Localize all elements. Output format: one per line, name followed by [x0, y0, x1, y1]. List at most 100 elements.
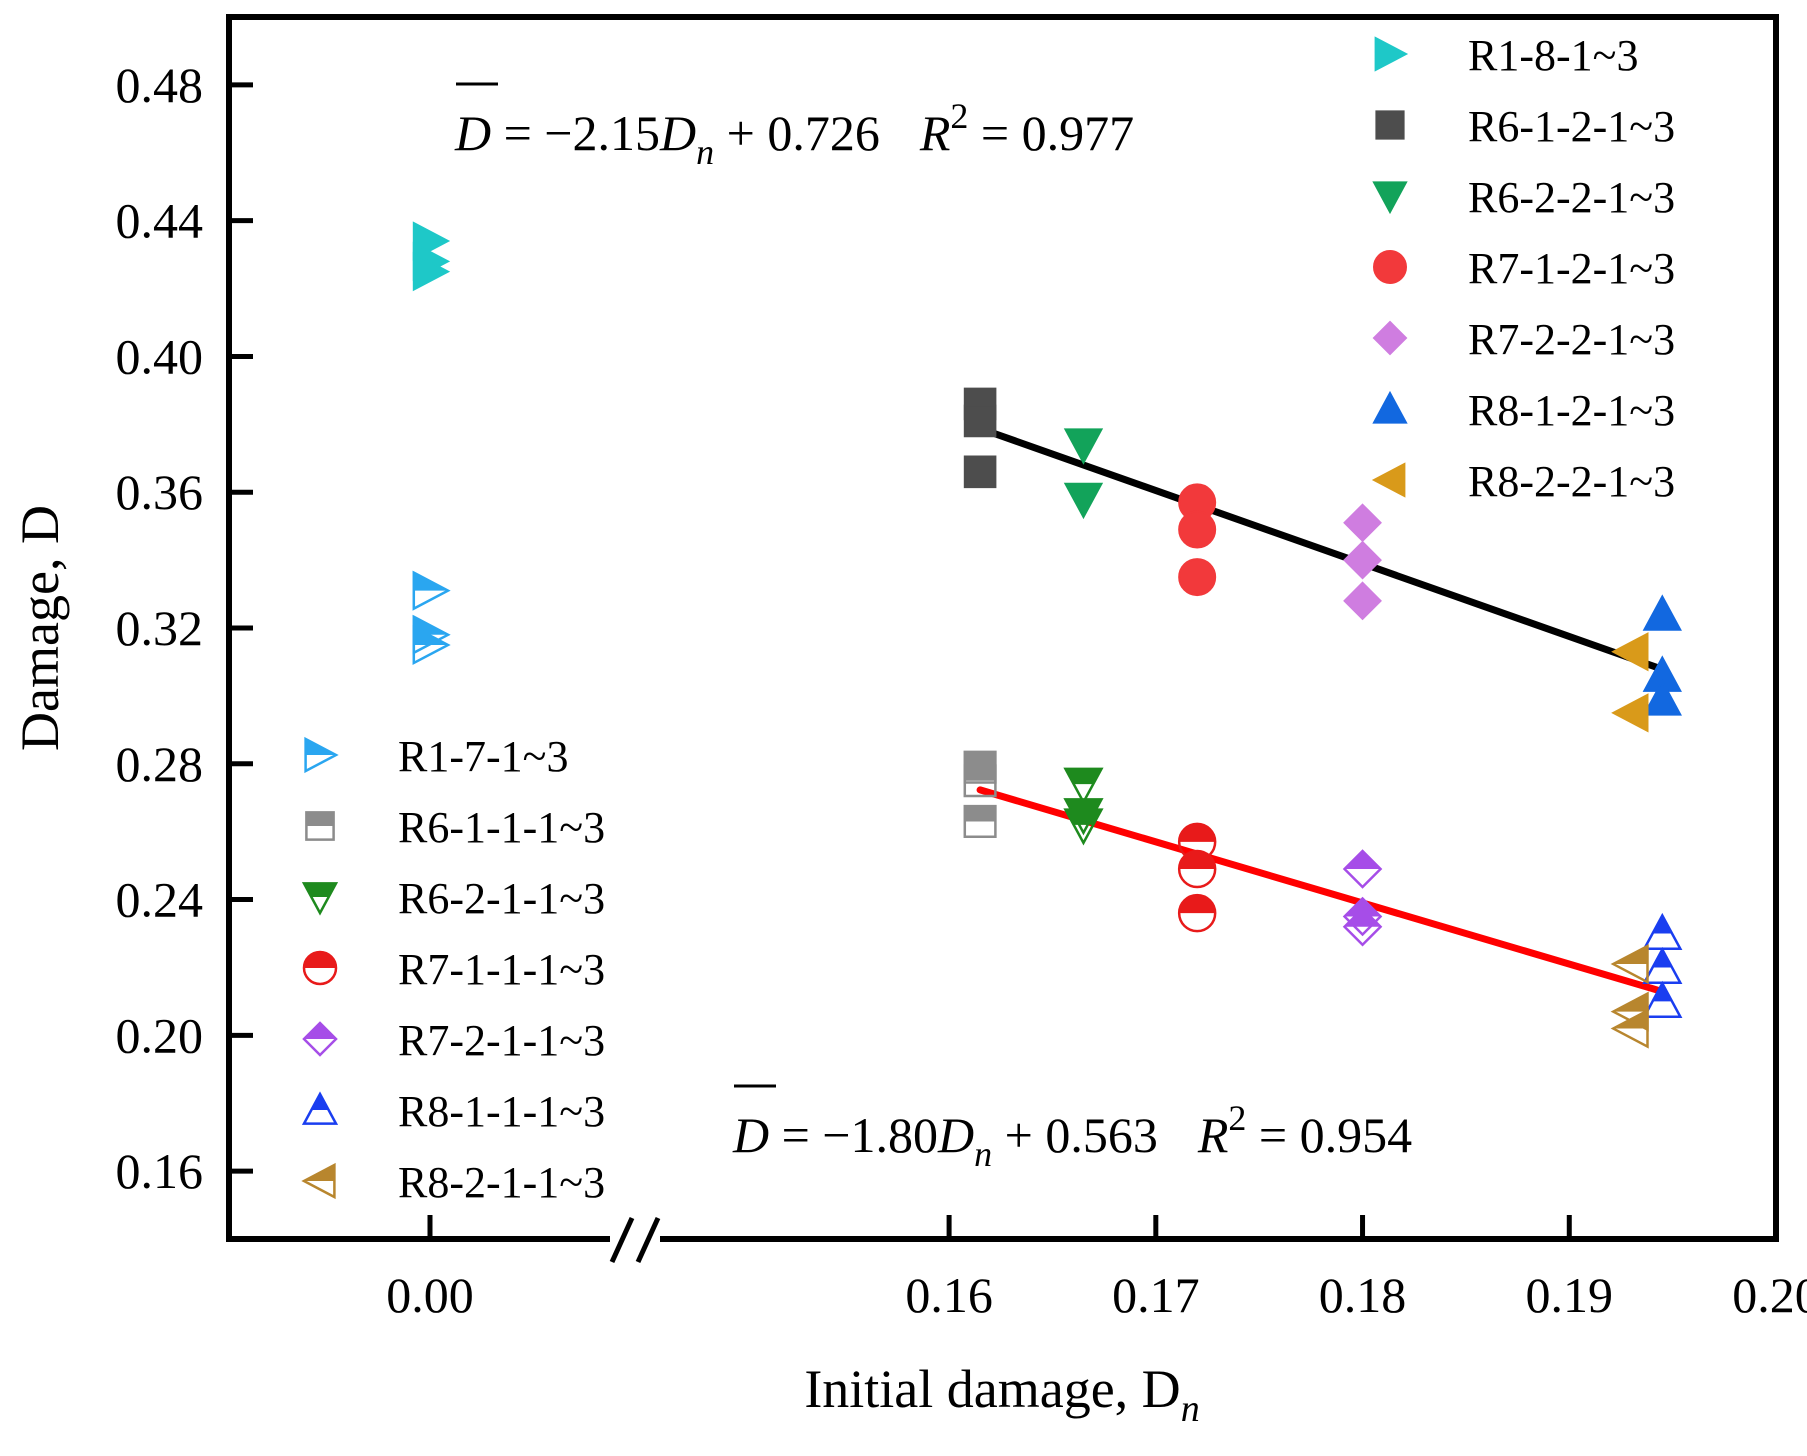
legend-marker [1372, 181, 1408, 215]
x-tick-label: 0.00 [386, 1267, 474, 1323]
data-point [1177, 849, 1217, 889]
y-tick-label: 0.36 [116, 464, 204, 520]
legend-marker [302, 950, 338, 986]
x-axis: 0.00 0.16 0.17 0.18 0.19 0.20 [386, 1215, 1807, 1323]
data-point [963, 804, 997, 839]
data-point [1642, 946, 1683, 984]
data-point [1342, 906, 1383, 947]
y-axis-title: Damage, D [10, 505, 70, 751]
legend-item: R7-1-2-1~3 [1372, 244, 1675, 293]
data-point [1178, 510, 1217, 549]
legend-marker [305, 811, 335, 841]
x-tick-label: 0.20 [1732, 1267, 1807, 1323]
y-tick-label: 0.16 [116, 1143, 204, 1199]
legend-marker [1372, 390, 1408, 424]
legend-marker [1374, 36, 1409, 72]
y-tick: 0.40 [116, 328, 253, 384]
legend-top-right: R1-8-1~3 R6-1-2-1~3 R6-2-2-1~3 R7-1-2-1~3 R7… [1371, 31, 1675, 506]
legend-item: R7-2-1-1~3 [302, 1016, 605, 1065]
data-point [1642, 679, 1682, 716]
data-point [1610, 943, 1649, 985]
y-tick: 0.48 [116, 57, 253, 113]
y-tick: 0.44 [116, 193, 253, 249]
fit-equation-2: D = −1.80Dn + 0.563 R2 = 0.954 [732, 1084, 1412, 1174]
legend-item: R8-2-2-1~3 [1371, 457, 1675, 506]
legend-item: R6-1-1-1~3 [305, 803, 605, 852]
legend-marker [301, 1091, 339, 1125]
data-points [412, 221, 1683, 1049]
x-tick-label: 0.19 [1526, 1267, 1614, 1323]
legend-marker [1372, 250, 1408, 284]
legend-item: R8-2-1-1~3 [301, 1158, 605, 1207]
data-point [1342, 849, 1383, 889]
legend-marker [304, 736, 339, 774]
data-point [1611, 693, 1649, 733]
legend-item: R6-2-2-1~3 [1372, 173, 1675, 222]
legend-label: R6-2-1-1~3 [398, 874, 605, 923]
data-point [1063, 428, 1104, 465]
data-point [412, 251, 451, 292]
legend-item: R7-1-1-1~3 [302, 945, 605, 994]
data-point [1642, 980, 1683, 1018]
y-tick: 0.28 [116, 736, 253, 792]
y-tick: 0.20 [116, 1007, 253, 1063]
data-point [1063, 808, 1104, 846]
legend-marker [1371, 462, 1406, 498]
legend-label: R6-2-2-1~3 [1468, 173, 1675, 222]
legend-item: R6-2-1-1~3 [301, 874, 605, 923]
legend-item: R8-1-2-1~3 [1372, 386, 1675, 435]
data-point [1178, 558, 1217, 597]
y-tick-label: 0.32 [116, 600, 204, 656]
legend-label: R8-1-1-1~3 [398, 1087, 605, 1136]
x-tick: 0.17 [1112, 1215, 1200, 1323]
legend-item: R1-7-1~3 [304, 732, 568, 781]
x-tick-label: 0.17 [1112, 1267, 1200, 1323]
data-point [1343, 503, 1382, 543]
y-tick-label: 0.48 [116, 57, 204, 113]
y-tick-label: 0.28 [116, 736, 204, 792]
legend-item: R8-1-1-1~3 [301, 1087, 605, 1136]
data-point [1642, 912, 1683, 951]
data-point [1343, 540, 1382, 580]
legend-marker [302, 1021, 338, 1057]
legend-label: R6-1-2-1~3 [1468, 102, 1675, 151]
legend-item: R7-2-2-1~3 [1372, 315, 1675, 364]
y-tick-label: 0.24 [116, 872, 204, 928]
data-point [1177, 893, 1217, 933]
legend-marker [1375, 110, 1405, 140]
legend-item: R6-1-2-1~3 [1375, 102, 1675, 151]
x-tick-label: 0.16 [905, 1267, 993, 1323]
legend-marker [1372, 320, 1408, 356]
data-point [1642, 594, 1682, 631]
data-point [963, 764, 997, 798]
data-point [1063, 767, 1104, 805]
data-point [1610, 1008, 1649, 1049]
legend-label: R6-1-1-1~3 [398, 803, 605, 852]
legend-label: R1-8-1~3 [1468, 31, 1638, 80]
legend-bottom-left: R1-7-1~3 R6-1-1-1~3 R6-2-1-1~3 R7-1-1-1~3 R7… [301, 732, 605, 1207]
data-point [1343, 581, 1382, 621]
y-axis: 0.16 0.20 0.24 0.28 0.32 0.36 0.40 0.44 0.48 [116, 57, 253, 1199]
y-tick: 0.24 [116, 872, 253, 928]
y-tick: 0.36 [116, 464, 253, 520]
x-tick: 0.16 [905, 1215, 993, 1323]
legend-marker [301, 882, 339, 916]
data-point [412, 570, 451, 611]
fit-line-1 [976, 424, 1666, 673]
legend-label: R7-2-2-1~3 [1468, 315, 1675, 364]
data-point [963, 455, 997, 489]
x-axis-title: Initial damage, Dn [804, 1359, 1199, 1430]
y-tick-label: 0.40 [116, 328, 204, 384]
y-tick-label: 0.44 [116, 193, 204, 249]
y-tick: 0.16 [116, 1143, 253, 1199]
axis-break-marker [609, 1216, 661, 1264]
legend-label: R7-2-1-1~3 [398, 1016, 605, 1065]
legend-label: R1-7-1~3 [398, 732, 568, 781]
legend-label: R7-1-2-1~3 [1468, 244, 1675, 293]
x-tick: 0.18 [1319, 1215, 1406, 1323]
x-tick: 0.00 [386, 1215, 474, 1323]
legend-label: R7-1-1-1~3 [398, 945, 605, 994]
